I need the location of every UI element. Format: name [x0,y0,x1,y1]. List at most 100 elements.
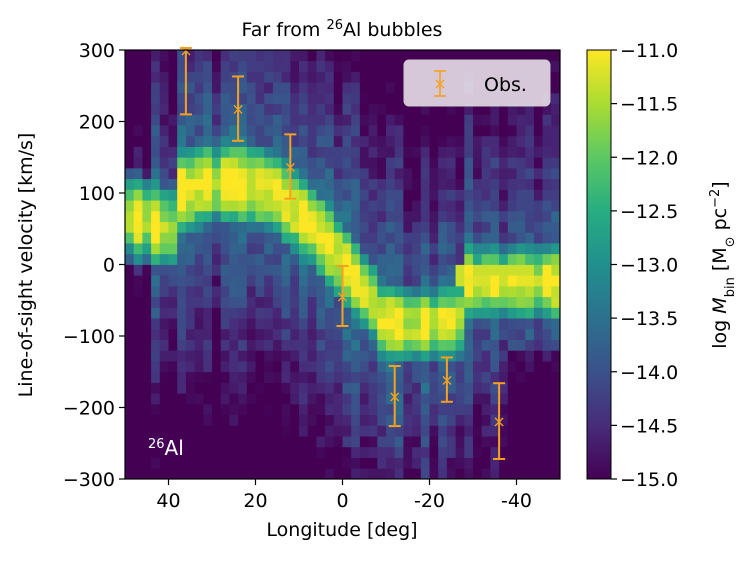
heatmap-cell [507,232,517,244]
heatmap-cell [177,403,187,416]
heatmap-cell [464,382,474,394]
heatmap-cell [438,135,448,147]
heatmap-cell [203,296,213,308]
heatmap-cell [212,318,222,330]
heatmap-cell [246,135,256,147]
heatmap-cell [542,436,552,448]
heatmap-cell [272,328,282,340]
heatmap-cell [412,178,422,190]
heatmap-cell [481,243,491,255]
heatmap-cell [438,275,448,287]
heatmap-cell [264,157,274,169]
heatmap-cell [377,446,387,458]
heatmap-cell [499,210,509,223]
heatmap-cell [168,382,178,394]
heatmap-cell [272,361,282,373]
heatmap-cell [386,200,396,212]
heatmap-cell [403,436,413,448]
heatmap-cell [194,200,204,212]
heatmap-cell [542,446,552,458]
heatmap-cell [177,167,187,180]
heatmap-cell [438,328,448,340]
heatmap-cell [299,253,309,265]
heatmap-cell [368,403,378,416]
heatmap-cell [212,425,222,437]
heatmap-cell [490,232,500,244]
heatmap-cell [542,361,552,373]
heatmap-cell [255,350,265,362]
heatmap-cell [212,253,222,265]
heatmap-cell [446,361,456,373]
heatmap-cell [316,350,326,362]
heatmap-cell [290,296,300,308]
heatmap-cell [159,339,169,351]
heatmap-cell [255,243,265,255]
heatmap-cell [420,114,430,126]
heatmap-cell [255,125,265,137]
heatmap-cell [125,92,135,105]
heatmap-cell [125,425,135,437]
heatmap-cell [473,350,483,362]
heatmap-cell [455,318,465,330]
heatmap-cell [412,446,422,458]
heatmap-cell [481,403,491,416]
heatmap-cell [281,103,291,115]
heatmap-cell [281,318,291,330]
heatmap-cell [438,167,448,180]
heatmap-cell [533,361,543,373]
heatmap-cell [386,264,396,276]
heatmap-cell [133,403,143,416]
heatmap-cell [429,425,439,437]
heatmap-cell [333,457,343,469]
heatmap-cell [412,350,422,362]
heatmap-cell [525,167,535,180]
heatmap-cell [272,189,282,201]
heatmap-cell [185,328,195,340]
heatmap-cell [542,403,552,416]
heatmap-cell [325,82,335,94]
heatmap-cell [377,135,387,147]
heatmap-cell [229,92,239,105]
heatmap-cell [446,446,456,458]
heatmap-cell [351,361,361,373]
heatmap-cell [551,221,560,233]
heatmap-cell [212,264,222,276]
heatmap-cell [420,382,430,394]
heatmap-cell [203,425,213,437]
heatmap-cell [246,221,256,233]
heatmap-cell [255,253,265,265]
heatmap-cell [394,393,404,405]
heatmap-cell [429,135,439,147]
heatmap-cell [542,393,552,405]
heatmap-cell [203,200,213,212]
heatmap-cell [464,339,474,351]
heatmap-cell [290,382,300,394]
heatmap-cell [255,92,265,105]
heatmap-cell [238,221,248,233]
heatmap-cell [507,253,517,265]
heatmap-cell [238,403,248,416]
heatmap-cell [194,393,204,405]
heatmap-cell [481,146,491,158]
heatmap-cell [438,200,448,212]
heatmap-cell [351,157,361,169]
heatmap-cell [307,157,317,169]
heatmap-cell [212,403,222,416]
heatmap-cell [499,382,509,394]
heatmap-cell [394,178,404,190]
heatmap-cell [316,285,326,298]
heatmap-cell [342,446,352,458]
heatmap-cell [125,285,135,298]
heatmap-cell [194,403,204,416]
heatmap-cell [272,371,282,383]
heatmap-cell [464,468,474,479]
heatmap-cell [133,243,143,255]
heatmap-cell [394,125,404,137]
heatmap-cell [429,243,439,255]
heatmap-cell [325,50,335,62]
heatmap-cell [473,307,483,319]
heatmap-cell [525,103,535,115]
heatmap-cell [220,60,230,72]
heatmap-cell [455,114,465,126]
heatmap-cell [438,253,448,265]
